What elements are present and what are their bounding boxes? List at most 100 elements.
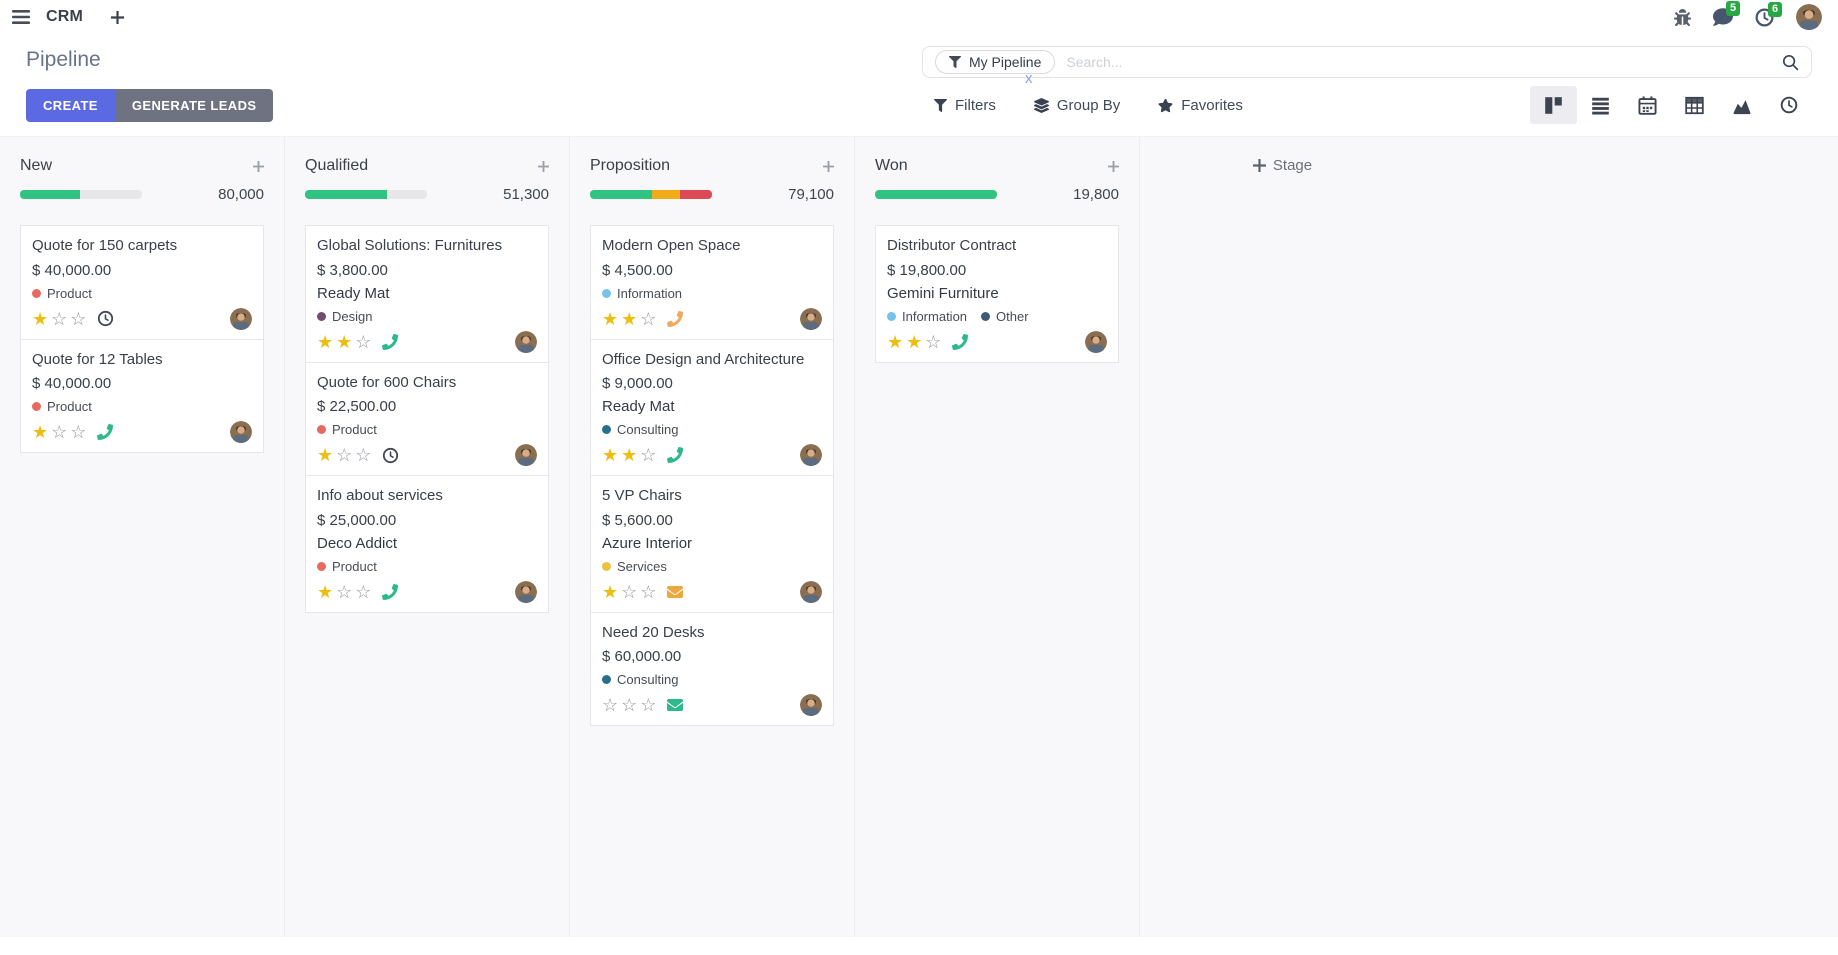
progress-segment-success[interactable]	[20, 190, 80, 199]
card-priority-stars[interactable]: ★ ☆ ☆	[602, 583, 656, 601]
kanban-card[interactable]: Distributor Contract $ 19,800.00 Gemini …	[875, 225, 1119, 363]
view-pivot-button[interactable]	[1671, 86, 1718, 124]
card-priority-stars[interactable]: ★ ☆ ☆	[317, 583, 371, 601]
activity-phone-icon[interactable]	[97, 424, 114, 440]
star-empty-icon[interactable]: ☆	[355, 331, 372, 352]
search-input[interactable]	[1064, 53, 1782, 71]
card-avatar[interactable]	[800, 307, 822, 330]
kanban-card[interactable]: Quote for 150 carpets $ 40,000.00 Produc…	[20, 225, 264, 340]
activity-envelope-icon[interactable]	[667, 584, 684, 600]
search-bar[interactable]: My Pipeline x	[922, 46, 1812, 87]
messages-icon[interactable]: 5	[1713, 1, 1741, 27]
activity-envelope-icon[interactable]	[667, 697, 684, 713]
star-filled-icon[interactable]: ★	[317, 331, 334, 352]
progress-segment-success[interactable]	[305, 190, 387, 199]
progress-segment-success[interactable]	[875, 190, 997, 199]
card-priority-stars[interactable]: ★ ★ ☆	[602, 310, 656, 328]
star-filled-icon[interactable]: ★	[621, 308, 638, 329]
star-filled-icon[interactable]: ★	[602, 445, 619, 465]
card-avatar[interactable]	[1085, 330, 1107, 353]
star-empty-icon[interactable]: ☆	[336, 581, 353, 602]
star-filled-icon[interactable]: ★	[317, 445, 334, 465]
favorites-menu[interactable]: Favorites	[1158, 97, 1243, 114]
kanban-card[interactable]: Office Design and Architecture $ 9,000.0…	[590, 338, 834, 476]
user-avatar[interactable]	[1796, 4, 1822, 30]
view-calendar-button[interactable]	[1624, 86, 1671, 124]
activity-clock-icon[interactable]	[382, 447, 399, 464]
card-avatar[interactable]	[515, 444, 537, 466]
star-empty-icon[interactable]: ☆	[925, 331, 942, 352]
apps-menu-icon[interactable]	[12, 10, 30, 24]
card-avatar[interactable]	[230, 421, 252, 443]
create-button[interactable]: CREATE	[26, 88, 115, 122]
progress-segment-danger[interactable]	[680, 190, 712, 199]
activity-phone-icon[interactable]	[952, 333, 969, 350]
card-avatar[interactable]	[230, 307, 252, 330]
star-empty-icon[interactable]: ☆	[621, 581, 638, 602]
group-by-menu[interactable]: Group By	[1033, 97, 1120, 114]
card-avatar[interactable]	[800, 580, 822, 603]
activity-phone-icon[interactable]	[382, 333, 399, 350]
card-priority-stars[interactable]: ☆ ☆ ☆	[602, 696, 656, 714]
view-list-button[interactable]	[1577, 86, 1624, 124]
activities-clock-icon[interactable]: 6	[1755, 1, 1783, 27]
star-filled-icon[interactable]: ★	[906, 331, 923, 352]
card-priority-stars[interactable]: ★ ★ ☆	[602, 446, 656, 464]
activity-phone-icon[interactable]	[382, 583, 399, 600]
column-progressbar[interactable]	[20, 190, 142, 199]
generate-leads-button[interactable]: GENERATE LEADS	[114, 88, 274, 122]
column-quick-add-icon[interactable]	[823, 160, 834, 172]
progress-segment-success[interactable]	[590, 190, 653, 199]
column-progressbar[interactable]	[875, 190, 997, 199]
star-filled-icon[interactable]: ★	[887, 331, 904, 352]
kanban-card[interactable]: Need 20 Desks $ 60,000.00 Consulting ☆ ☆ ☆	[590, 611, 834, 726]
card-avatar[interactable]	[800, 694, 822, 716]
star-empty-icon[interactable]: ☆	[640, 445, 657, 465]
app-name[interactable]: CRM	[46, 8, 84, 25]
star-filled-icon[interactable]: ★	[317, 581, 334, 602]
column-progressbar[interactable]	[305, 190, 427, 199]
kanban-card[interactable]: Info about services $ 25,000.00 Deco Add…	[305, 475, 549, 613]
search-facet[interactable]: My Pipeline	[935, 50, 1056, 74]
star-empty-icon[interactable]: ☆	[70, 308, 87, 329]
card-priority-stars[interactable]: ★ ☆ ☆	[32, 310, 86, 328]
star-filled-icon[interactable]: ★	[621, 445, 638, 465]
search-icon[interactable]	[1782, 54, 1799, 71]
filters-menu[interactable]: Filters	[934, 97, 996, 114]
kanban-card[interactable]: Global Solutions: Furnitures $ 3,800.00 …	[305, 225, 549, 363]
kanban-card[interactable]: Quote for 12 Tables $ 40,000.00 Product …	[20, 338, 264, 453]
star-empty-icon[interactable]: ☆	[621, 695, 638, 715]
view-graph-button[interactable]	[1718, 86, 1765, 124]
star-empty-icon[interactable]: ☆	[640, 695, 657, 715]
card-avatar[interactable]	[515, 330, 537, 353]
card-avatar[interactable]	[800, 444, 822, 466]
star-empty-icon[interactable]: ☆	[640, 308, 657, 329]
card-priority-stars[interactable]: ★ ★ ☆	[887, 333, 941, 351]
star-filled-icon[interactable]: ★	[602, 308, 619, 329]
kanban-card[interactable]: Modern Open Space $ 4,500.00 Information…	[590, 225, 834, 340]
card-priority-stars[interactable]: ★ ☆ ☆	[317, 446, 371, 464]
view-kanban-button[interactable]	[1530, 86, 1577, 124]
star-empty-icon[interactable]: ☆	[355, 445, 372, 465]
star-empty-icon[interactable]: ☆	[51, 308, 68, 329]
column-quick-add-icon[interactable]	[253, 160, 264, 172]
star-filled-icon[interactable]: ★	[32, 308, 49, 329]
add-icon[interactable]	[111, 10, 125, 24]
star-filled-icon[interactable]: ★	[32, 422, 49, 442]
facet-remove-icon[interactable]: x	[1025, 70, 1033, 87]
star-empty-icon[interactable]: ☆	[70, 422, 87, 442]
star-filled-icon[interactable]: ★	[602, 581, 619, 602]
star-empty-icon[interactable]: ☆	[336, 445, 353, 465]
star-empty-icon[interactable]: ☆	[602, 695, 619, 715]
column-quick-add-icon[interactable]	[1108, 160, 1119, 172]
card-avatar[interactable]	[515, 580, 537, 603]
activity-clock-icon[interactable]	[97, 310, 114, 327]
card-priority-stars[interactable]: ★ ★ ☆	[317, 333, 371, 351]
activity-phone-icon[interactable]	[667, 447, 684, 463]
debug-bug-icon[interactable]	[1674, 8, 1691, 26]
view-activity-button[interactable]	[1765, 86, 1812, 124]
kanban-card[interactable]: Quote for 600 Chairs $ 22,500.00 Product…	[305, 361, 549, 476]
kanban-card[interactable]: 5 VP Chairs $ 5,600.00 Azure Interior Se…	[590, 475, 834, 613]
progress-segment-warning[interactable]	[652, 190, 681, 199]
star-empty-icon[interactable]: ☆	[640, 581, 657, 602]
